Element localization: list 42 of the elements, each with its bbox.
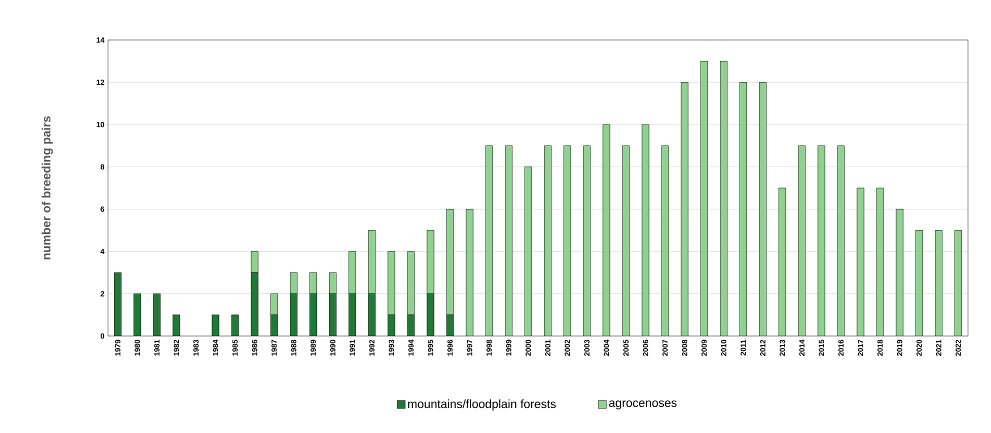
bar [329, 294, 336, 336]
bar [934, 230, 942, 336]
bar [368, 294, 376, 336]
bar [602, 124, 610, 336]
bar [583, 146, 591, 336]
bar [896, 208, 904, 336]
bar [915, 230, 923, 336]
bar [818, 146, 826, 336]
bar [954, 230, 962, 336]
bar [348, 251, 356, 294]
bar [740, 82, 747, 336]
bar [172, 314, 180, 336]
bar [368, 230, 376, 294]
bar [310, 272, 317, 294]
legend-label: agrocenoses [609, 400, 677, 410]
bar [134, 294, 142, 336]
bar [290, 294, 298, 336]
bar [270, 294, 278, 316]
bar [270, 314, 278, 336]
bar [250, 272, 258, 336]
bar [680, 82, 688, 336]
bar [290, 272, 298, 294]
bar [153, 294, 161, 336]
bar [504, 146, 512, 336]
bar [798, 146, 806, 336]
bar [114, 272, 122, 336]
bar [759, 82, 766, 336]
bar [700, 60, 708, 336]
y-axis-title: number of breeding pairs [42, 116, 53, 260]
bar [544, 146, 552, 336]
bar [720, 60, 728, 336]
bar [310, 294, 317, 336]
legend-label: mountains/floodplain forests [408, 399, 556, 411]
bar [485, 146, 493, 336]
bar [329, 272, 336, 294]
bar [388, 314, 396, 336]
bar [388, 251, 396, 316]
bar [466, 208, 474, 336]
bar [778, 188, 786, 336]
bar [564, 146, 572, 336]
bar [348, 294, 356, 336]
bar [524, 166, 532, 336]
